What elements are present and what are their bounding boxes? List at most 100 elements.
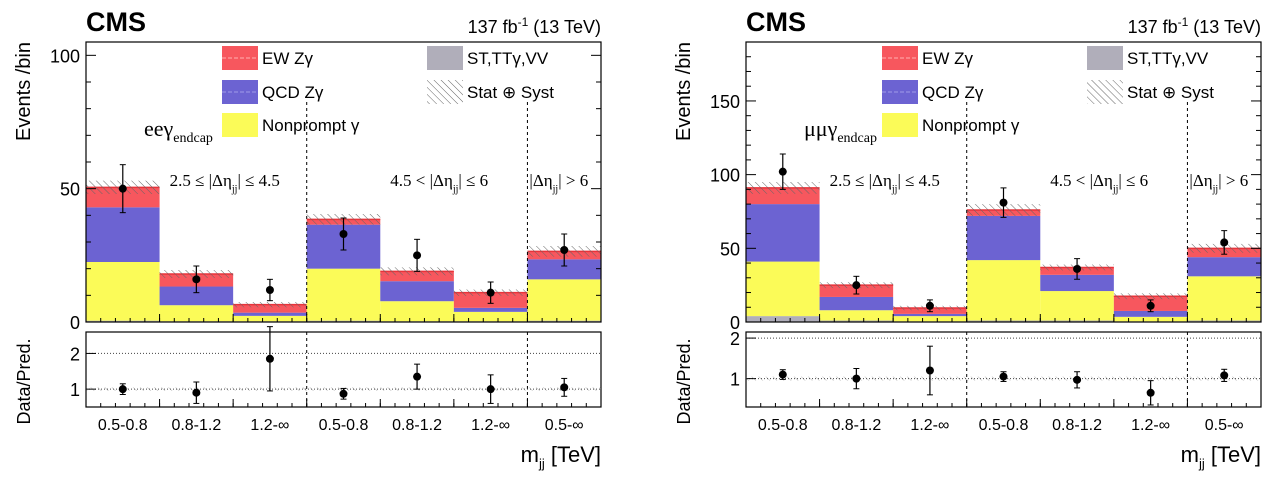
data-point xyxy=(778,167,787,176)
ratio-y-tick-label: 1 xyxy=(70,380,80,400)
ratio-point xyxy=(118,385,127,394)
ratio-point xyxy=(486,385,495,394)
ratio-y-tick-label: 2 xyxy=(730,329,740,349)
bar-segment xyxy=(233,312,307,316)
legend-label: QCD Zγ xyxy=(262,83,324,102)
x-category-label: 0.8-1.2 xyxy=(392,417,442,434)
bar-segment xyxy=(1040,320,1114,322)
bar-segment xyxy=(1187,276,1261,321)
data-point xyxy=(413,251,422,260)
ratio-plot-frame xyxy=(85,331,602,408)
legend-label: EW Zγ xyxy=(922,49,973,68)
region-label: 4.5 < |Δηjj| ≤ 6 xyxy=(390,171,488,195)
x-category-label: 0.5-0.8 xyxy=(758,417,808,434)
x-category-label: 0.8-1.2 xyxy=(171,417,221,434)
data-point xyxy=(339,230,348,238)
bar-segment xyxy=(966,260,1041,321)
ratio-point xyxy=(778,370,787,379)
y-tick-label: 0 xyxy=(730,313,740,333)
data-point xyxy=(1146,301,1155,310)
region-label: 2.5 ≤ |Δηjj| ≤ 4.5 xyxy=(170,171,280,195)
uncertainty-band xyxy=(1113,293,1188,300)
bar-segment xyxy=(233,315,307,322)
ratio-y-axis-title: Data/Pred. xyxy=(14,338,34,424)
ratio-point xyxy=(925,366,934,375)
y-tick-label: 50 xyxy=(720,239,740,259)
bar-segment xyxy=(819,296,894,311)
bar-segment xyxy=(233,304,307,313)
data-point xyxy=(925,301,934,310)
region-label: 2.5 ≤ |Δηjj| ≤ 4.5 xyxy=(830,171,940,195)
bar-segment xyxy=(159,305,234,322)
data-point xyxy=(486,288,495,297)
data-point xyxy=(560,246,569,254)
bar-segment xyxy=(527,259,601,280)
x-axis-title: mjj [TeV] xyxy=(1181,442,1261,471)
bar-segment xyxy=(819,320,894,322)
bar-segment xyxy=(86,262,160,321)
bar-segment xyxy=(1040,274,1114,292)
bar-segment xyxy=(1040,291,1114,321)
ratio-point xyxy=(852,374,861,383)
y-axis-title: Events /bin xyxy=(13,42,35,141)
bar-segment xyxy=(966,215,1041,261)
legend-label: EW Zγ xyxy=(262,49,313,68)
data-point xyxy=(118,184,127,193)
channel-label: eeγendcap xyxy=(144,116,213,146)
ratio-point xyxy=(999,372,1008,381)
data-point xyxy=(1220,238,1229,247)
bar-segment xyxy=(893,316,967,322)
x-category-label: 0.5-∞ xyxy=(1205,417,1244,434)
legend-label: Nonprompt γ xyxy=(922,116,1020,135)
legend-swatch-hatch xyxy=(427,80,463,104)
region-label: |Δηjj| > 6 xyxy=(529,171,588,195)
ratio-plot-frame xyxy=(745,331,1262,408)
bar-segment xyxy=(159,286,234,306)
bar-segment xyxy=(306,268,381,321)
chart-panel-mumu: 2.5 ≤ |Δηjj| ≤ 4.5 4.5 < |Δηjj| ≤ 6 |Δηjj|… xyxy=(673,7,1262,471)
y-tick-label: 50 xyxy=(60,180,80,200)
legend-label: Stat ⊕ Syst xyxy=(1127,83,1214,102)
x-category-label: 1.2-∞ xyxy=(1131,417,1170,434)
bar-segment xyxy=(746,261,820,317)
ratio-point xyxy=(1146,388,1155,397)
bar-segment xyxy=(527,320,601,322)
x-category-label: 0.5-∞ xyxy=(545,417,584,434)
y-tick-label: 150 xyxy=(710,92,740,112)
x-category-label: 0.8-1.2 xyxy=(1052,417,1102,434)
y-tick-label: 100 xyxy=(710,166,740,186)
main-plot-frame xyxy=(745,41,1262,323)
legend-label: Stat ⊕ Syst xyxy=(467,83,554,102)
legend-swatch-hatch xyxy=(1087,80,1123,104)
bar-segment xyxy=(86,320,160,322)
ratio-point xyxy=(1073,375,1082,384)
data-point xyxy=(265,286,274,294)
legend-label: Nonprompt γ xyxy=(262,116,360,135)
experiment-label: CMS xyxy=(746,7,806,37)
x-axis-title: mjj [TeV] xyxy=(521,442,601,471)
bar-segment xyxy=(306,320,381,322)
x-category-label: 0.8-1.2 xyxy=(831,417,881,434)
data-point xyxy=(852,281,861,290)
y-tick-label: 100 xyxy=(50,46,80,66)
experiment-label: CMS xyxy=(86,7,146,37)
ratio-uncertainty-band xyxy=(1113,376,1188,381)
legend-label: QCD Zγ xyxy=(922,83,984,102)
ratio-point xyxy=(560,383,569,392)
bar-segment xyxy=(893,313,967,317)
ratio-y-tick-label: 2 xyxy=(70,344,80,364)
data-point xyxy=(1073,264,1082,273)
y-axis-title: Events /bin xyxy=(673,42,695,141)
bar-segment xyxy=(380,281,454,302)
x-category-label: 1.2-∞ xyxy=(250,417,289,434)
legend-swatch-nonprompt xyxy=(222,113,258,137)
bar-segment xyxy=(746,316,820,322)
main-plot-frame xyxy=(85,41,602,323)
x-category-label: 1.2-∞ xyxy=(471,417,510,434)
bar-segment xyxy=(819,310,894,321)
region-label: |Δηjj| > 6 xyxy=(1189,171,1248,195)
x-category-label: 0.5-0.8 xyxy=(98,417,148,434)
legend-swatch-nonprompt xyxy=(882,113,918,137)
region-label: 4.5 < |Δηjj| ≤ 6 xyxy=(1050,171,1148,195)
